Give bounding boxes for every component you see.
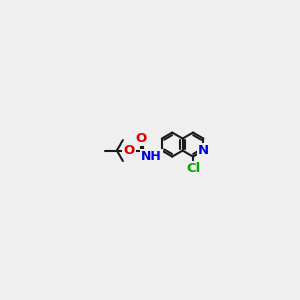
Text: O: O [123,144,134,157]
Text: O: O [135,132,146,145]
Text: N: N [198,144,209,157]
Text: Cl: Cl [186,162,200,175]
Text: NH: NH [141,150,162,163]
